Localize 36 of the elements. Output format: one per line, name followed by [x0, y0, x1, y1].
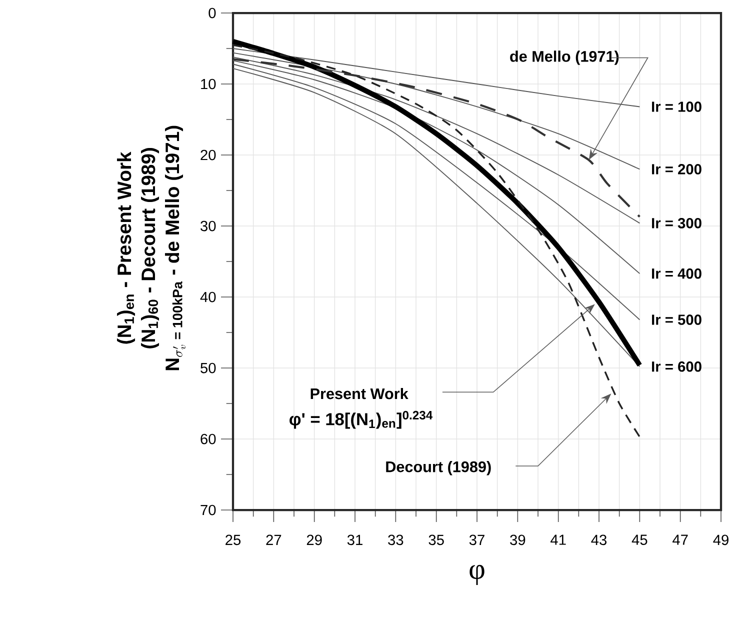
annotation: φ' = 18[(N$_{1}$)$_{en}$]$^{0.234}$ [290, 410, 433, 429]
x-tick-label: 45 [632, 534, 648, 545]
text: (N$_{1}$)$_{60}$ - Decourt (1989) [140, 148, 160, 348]
y-tick-label: 10 [201, 78, 216, 90]
annotation: Present Work [310, 388, 408, 400]
series-label: Ir = 100 [652, 102, 702, 112]
y-tick-label: 20 [200, 150, 216, 160]
y-tick-label: 40 [200, 292, 216, 302]
series-label: Ir = 600 [652, 361, 702, 372]
series-label: Ir = 400 [652, 268, 702, 279]
x-tick-label: 31 [347, 534, 362, 546]
x-tick-label: 47 [672, 534, 688, 545]
x-tick-label: 33 [388, 534, 404, 546]
x-tick-label: 37 [469, 534, 484, 546]
y-tick-label: 60 [200, 434, 216, 444]
text: $\textbf{N}_{\sigma'_{v}\textbf{ = 100kPa}}\textbf{ - de Mello (1971)}$ [164, 126, 186, 370]
x-tick-label: 39 [510, 534, 526, 546]
y-tick-label: 30 [200, 220, 216, 232]
text: (N$_{1}$)$_{en}$ - Present Work [116, 152, 136, 344]
y-tick-label: 0 [208, 8, 216, 18]
x-tick-label: 43 [591, 534, 607, 546]
x-axis-title: φ [470, 564, 484, 586]
y-tick-label: 50 [200, 362, 216, 374]
x-tick-label: 49 [713, 534, 728, 546]
x-tick-label: 29 [306, 534, 322, 546]
x-tick-label: 27 [266, 534, 282, 545]
x-tick-label: 35 [428, 534, 444, 546]
line-series [232, 64, 640, 320]
series-label: Ir = 500 [652, 314, 702, 325]
x-tick-label: 41 [550, 534, 566, 545]
series-label: Ir = 200 [652, 164, 702, 174]
y-tick-label: 70 [200, 504, 216, 516]
annotation: de Mello (1971) [510, 50, 619, 65]
series-label: Ir = 300 [652, 218, 702, 228]
annotation: Decourt (1989) [386, 460, 491, 476]
x-tick-label: 25 [226, 534, 241, 546]
